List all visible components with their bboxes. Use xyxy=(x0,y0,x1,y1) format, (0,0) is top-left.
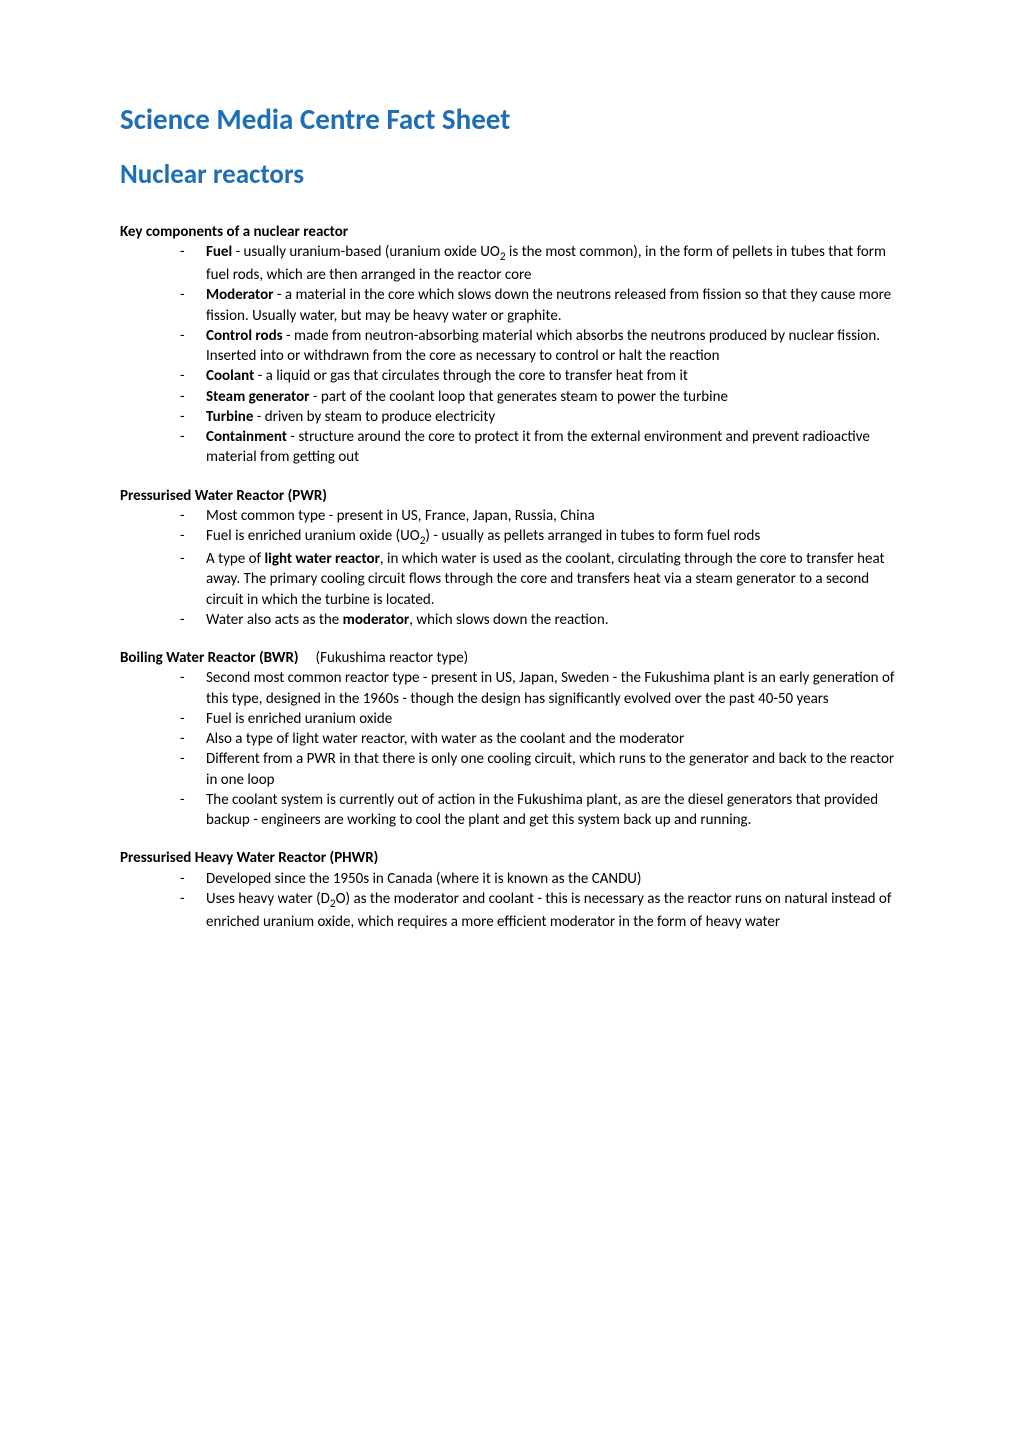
list-item: Fuel - usually uranium-based (uranium ox… xyxy=(180,242,900,285)
term: Coolant xyxy=(206,367,254,385)
section-header-pwr: Pressurised Water Reactor (PWR) xyxy=(120,486,900,506)
bwr-list: Second most common reactor type - presen… xyxy=(120,668,900,830)
text: Fuel is enriched uranium oxide xyxy=(206,710,392,728)
text: Second most common reactor type - presen… xyxy=(206,669,894,707)
text: Developed since the 1950s in Canada (whe… xyxy=(206,870,641,888)
list-item: A type of light water reactor, in which … xyxy=(180,549,900,610)
text: - a liquid or gas that circulates throug… xyxy=(254,367,688,385)
text: The coolant system is currently out of a… xyxy=(206,791,878,829)
pwr-list: Most common type - present in US, France… xyxy=(120,506,900,630)
document-subtitle: Nuclear reactors xyxy=(120,157,900,193)
text: A type of xyxy=(206,550,265,568)
term: Fuel xyxy=(206,243,232,261)
section-header-key-components: Key components of a nuclear reactor xyxy=(120,222,900,242)
term: Steam generator xyxy=(206,388,309,406)
text: - made from neutron-absorbing material w… xyxy=(206,327,880,365)
term: Containment xyxy=(206,428,287,446)
list-item: Turbine - driven by steam to produce ele… xyxy=(180,407,900,427)
text: - a material in the core which slows dow… xyxy=(206,286,891,324)
list-item: The coolant system is currently out of a… xyxy=(180,790,900,831)
list-item: Also a type of light water reactor, with… xyxy=(180,729,900,749)
list-item: Different from a PWR in that there is on… xyxy=(180,749,900,790)
text: Fuel is enriched uranium oxide (UO xyxy=(206,527,420,545)
term: Turbine xyxy=(206,408,253,426)
list-item: Coolant - a liquid or gas that circulate… xyxy=(180,366,900,386)
list-item: Control rods - made from neutron-absorbi… xyxy=(180,326,900,367)
list-item: Second most common reactor type - presen… xyxy=(180,668,900,709)
list-item: Water also acts as the moderator, which … xyxy=(180,610,900,630)
text: , which slows down the reaction. xyxy=(409,611,608,629)
list-item: Fuel is enriched uranium oxide xyxy=(180,709,900,729)
text: Uses heavy water (D xyxy=(206,890,330,908)
phwr-list: Developed since the 1950s in Canada (whe… xyxy=(120,869,900,933)
list-item: Moderator - a material in the core which… xyxy=(180,285,900,326)
header-suffix: (Fukushima reactor type) xyxy=(299,649,469,667)
text: - structure around the core to protect i… xyxy=(206,428,870,466)
text: Most common type - present in US, France… xyxy=(206,507,595,525)
document-title: Science Media Centre Fact Sheet xyxy=(120,100,900,139)
text: ) - usually as pellets arranged in tubes… xyxy=(425,527,760,545)
text: Different from a PWR in that there is on… xyxy=(206,750,894,788)
list-item: Most common type - present in US, France… xyxy=(180,506,900,526)
text: - driven by steam to produce electricity xyxy=(253,408,495,426)
term: moderator xyxy=(343,611,410,629)
list-item: Developed since the 1950s in Canada (whe… xyxy=(180,869,900,889)
list-item: Uses heavy water (D2O) as the moderator … xyxy=(180,889,900,932)
text: - part of the coolant loop that generate… xyxy=(309,388,727,406)
list-item: Fuel is enriched uranium oxide (UO2) - u… xyxy=(180,526,900,549)
text: - usually uranium-based (uranium oxide U… xyxy=(232,243,500,261)
list-item: Steam generator - part of the coolant lo… xyxy=(180,387,900,407)
text: Also a type of light water reactor, with… xyxy=(206,730,684,748)
term: light water reactor xyxy=(265,550,380,568)
section-header-bwr: Boiling Water Reactor (BWR) (Fukushima r… xyxy=(120,648,900,668)
section-header-phwr: Pressurised Heavy Water Reactor (PHWR) xyxy=(120,848,900,868)
key-components-list: Fuel - usually uranium-based (uranium ox… xyxy=(120,242,900,468)
text: Water also acts as the xyxy=(206,611,343,629)
header-text: Boiling Water Reactor (BWR) xyxy=(120,649,299,667)
term: Moderator xyxy=(206,286,274,304)
list-item: Containment - structure around the core … xyxy=(180,427,900,468)
term: Control rods xyxy=(206,327,283,345)
